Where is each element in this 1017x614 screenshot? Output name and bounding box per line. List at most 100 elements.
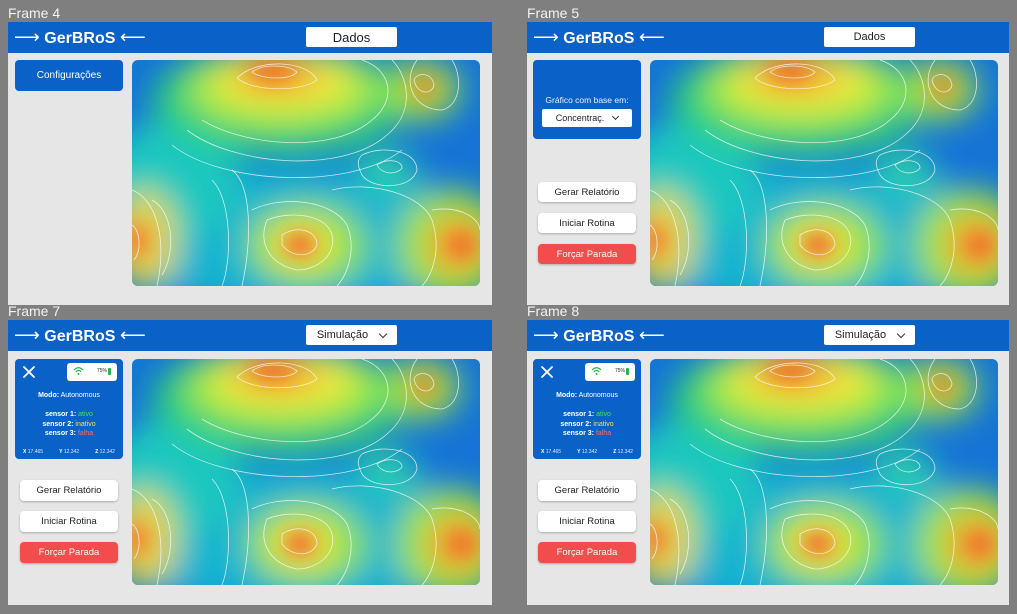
coord-x: X 17.465 [541, 449, 561, 455]
app-title-group: ⟶ GerBRoS ⟵ [533, 27, 665, 48]
coord-x-label: X [541, 449, 545, 455]
arrow-left-icon: ⟵ [119, 27, 146, 47]
sensor-list: sensor 1: ativo sensor 2: inativo sensor… [533, 410, 641, 439]
frame-7: ⟶ GerBRoS ⟵ Simulação 75% Modo: Autonomo… [8, 320, 492, 605]
battery-icon [626, 368, 629, 375]
coord-z-label: Z [613, 449, 617, 455]
arrow-left-icon: ⟵ [638, 27, 665, 47]
coord-y-label: Y [577, 449, 581, 455]
frame-label: Frame 7 [8, 303, 61, 319]
coord-z-value: 12.342 [99, 449, 115, 455]
coordinates-readout: X 17.465 Y 12.342 Z 12.342 [15, 449, 123, 455]
chevron-down-icon [896, 329, 906, 338]
generate-report-button[interactable]: Gerar Relatório [538, 480, 636, 501]
force-stop-button[interactable]: Forçar Parada [538, 542, 636, 563]
chart-basis-select[interactable]: Concentraç. [542, 109, 632, 127]
arrow-right-icon: ⟶ [533, 27, 559, 47]
frame-4: ⟶ GerBRoS ⟵ Dados Configurações [8, 22, 492, 305]
mode-line: Modo: Autonomous [533, 392, 641, 399]
app-title: GerBRoS [563, 30, 635, 47]
wifi-icon [73, 367, 84, 375]
sensor-row: sensor 3: falha [15, 429, 123, 439]
settings-button[interactable]: Configurações [15, 60, 123, 91]
start-routine-button[interactable]: Iniciar Rotina [538, 511, 636, 532]
heatmap-graphic [650, 359, 998, 585]
sensor-row: sensor 1: ativo [533, 410, 641, 420]
coord-z-label: Z [95, 449, 99, 455]
simulation-select[interactable]: Simulação [824, 325, 915, 345]
coordinates-readout: X 17.465 Y 12.342 Z 12.342 [533, 449, 641, 455]
close-icon[interactable] [540, 365, 554, 379]
app-title-group: ⟶ GerBRoS ⟵ [14, 27, 146, 48]
coord-y: Y 12.342 [577, 449, 597, 455]
sensor-label: sensor 3: [44, 430, 76, 437]
frame-5: ⟶ GerBRoS ⟵ Dados Gráfico com base em: C… [527, 22, 1009, 305]
arrow-right-icon: ⟶ [14, 27, 40, 47]
battery-icon [108, 368, 111, 375]
app-title: GerBRoS [563, 328, 635, 345]
coord-x-value: 17.465 [27, 449, 44, 455]
heatmap[interactable] [132, 60, 480, 286]
top-bar: ⟶ GerBRoS ⟵ Simulação [527, 320, 1009, 351]
sensor-list: sensor 1: ativo sensor 2: inativo sensor… [15, 410, 123, 439]
top-bar: ⟶ GerBRoS ⟵ Simulação [8, 320, 492, 351]
chart-basis-label: Gráfico com base em: [545, 95, 629, 105]
heatmap-graphic [650, 60, 998, 286]
heatmap[interactable] [650, 60, 998, 286]
sensor-status: inativo [75, 420, 96, 428]
heatmap[interactable] [650, 359, 998, 585]
sensor-status: ativo [596, 411, 611, 418]
arrow-right-icon: ⟶ [533, 325, 559, 345]
sensor-label: sensor 1: [45, 411, 77, 418]
chevron-down-icon [612, 112, 620, 121]
app-title-group: ⟶ GerBRoS ⟵ [533, 325, 665, 346]
coord-x: X 17.465 [23, 449, 43, 455]
sensor-row: sensor 2: inativo [15, 420, 123, 430]
connection-status-pill: 75% [67, 363, 117, 381]
mode-value: Autonomous [578, 392, 618, 399]
robot-status-panel: 75% Modo: Autonomous sensor 1: ativo sen… [533, 359, 641, 459]
arrow-left-icon: ⟵ [119, 325, 146, 345]
force-stop-button[interactable]: Forçar Parada [20, 542, 118, 563]
coord-z: Z 12.342 [95, 449, 115, 455]
robot-status-panel: 75% Modo: Autonomous sensor 1: ativo sen… [15, 359, 123, 459]
start-routine-button[interactable]: Iniciar Rotina [538, 213, 636, 233]
sensor-label: sensor 1: [563, 411, 595, 418]
sensor-row: sensor 2: inativo [533, 420, 641, 430]
force-stop-button[interactable]: Forçar Parada [538, 244, 636, 264]
generate-report-button[interactable]: Gerar Relatório [20, 480, 118, 501]
simulation-select[interactable]: Simulação [306, 325, 397, 345]
top-bar: ⟶ GerBRoS ⟵ Dados [8, 22, 492, 53]
sensor-label: sensor 3: [562, 430, 594, 437]
battery-percentage: 75% [615, 368, 626, 374]
data-tab-button[interactable]: Dados [306, 27, 397, 47]
top-bar: ⟶ GerBRoS ⟵ Dados [527, 22, 1009, 53]
wifi-icon [591, 367, 602, 375]
sensor-row: sensor 3: falha [533, 429, 641, 439]
sensor-status: falha [595, 430, 612, 437]
sensor-row: sensor 1: ativo [15, 410, 123, 420]
sensor-status: inativo [593, 420, 614, 428]
coord-x-value: 17.465 [545, 449, 562, 455]
arrow-left-icon: ⟵ [638, 325, 665, 345]
app-title: GerBRoS [44, 328, 116, 345]
arrow-right-icon: ⟶ [14, 325, 40, 345]
coord-y-value: 12.342 [581, 449, 598, 455]
mode-label: Modo: [38, 392, 60, 399]
data-tab-button[interactable]: Dados [824, 27, 915, 47]
mode-value: Autonomous [60, 392, 100, 399]
mode-label: Modo: [556, 392, 578, 399]
coord-x-label: X [23, 449, 27, 455]
chart-basis-value: Concentraç. [555, 113, 605, 123]
heatmap[interactable] [132, 359, 480, 585]
mode-line: Modo: Autonomous [15, 392, 123, 399]
generate-report-button[interactable]: Gerar Relatório [538, 182, 636, 202]
sensor-label: sensor 2: [560, 420, 592, 428]
frame-label: Frame 5 [527, 5, 580, 21]
close-icon[interactable] [22, 365, 36, 379]
start-routine-button[interactable]: Iniciar Rotina [20, 511, 118, 532]
app-title-group: ⟶ GerBRoS ⟵ [14, 325, 146, 346]
coord-y: Y 12.342 [59, 449, 79, 455]
connection-status-pill: 75% [585, 363, 635, 381]
simulation-select-value: Simulação [316, 329, 369, 341]
